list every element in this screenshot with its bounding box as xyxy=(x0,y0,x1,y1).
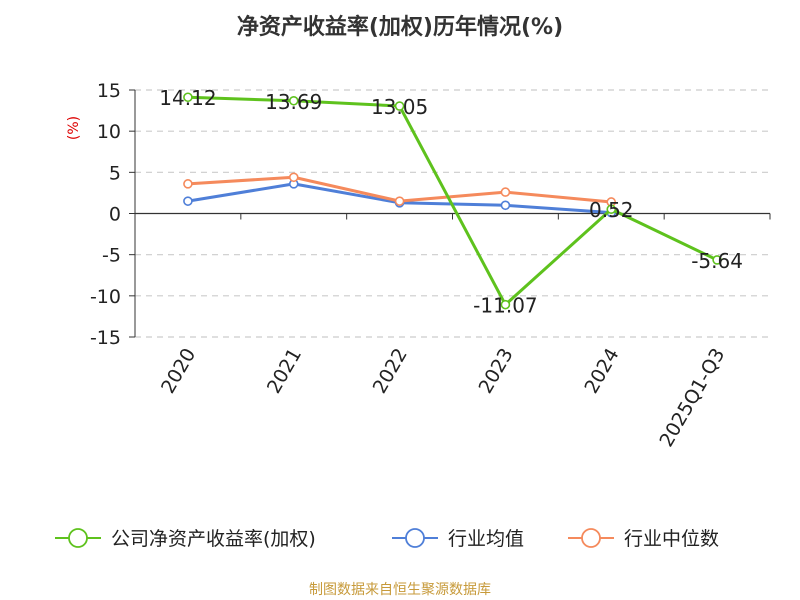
legend: 公司净资产收益率(加权) 行业均值 行业中位数 xyxy=(55,528,719,550)
data-point xyxy=(183,179,193,189)
data-label: 13.69 xyxy=(265,90,322,114)
series-line xyxy=(187,95,718,307)
y-tick-label: -5 xyxy=(102,245,121,267)
source-note: 制图数据来自恒生聚源数据库 xyxy=(309,582,491,598)
legend-label: 行业均值 xyxy=(448,528,524,550)
x-tick-label: 2024 xyxy=(580,345,623,398)
x-tick-label: 2023 xyxy=(475,345,518,398)
y-tick-label: -10 xyxy=(90,286,121,308)
data-point xyxy=(606,204,617,215)
y-tick-label: 10 xyxy=(97,121,121,143)
x-tick-label: 2021 xyxy=(263,345,306,398)
series-group xyxy=(183,92,722,310)
y-tick-label: -15 xyxy=(90,327,121,349)
grid-lines xyxy=(135,89,770,338)
data-point xyxy=(288,172,299,183)
data-label: 14.12 xyxy=(159,86,216,110)
data-point xyxy=(500,200,511,211)
y-axis-label: (%) xyxy=(66,116,82,140)
data-point xyxy=(500,187,511,197)
y-tick-label: 0 xyxy=(109,204,121,226)
data-label: -5.64 xyxy=(691,249,743,273)
data-point xyxy=(712,255,722,265)
legend-label: 行业中位数 xyxy=(624,528,719,550)
data-point xyxy=(500,299,511,310)
legend-label: 公司净资产收益率(加权) xyxy=(111,528,316,550)
data-labels: 14.12 13.69 13.05 -11.07 0.52 -5.64 xyxy=(159,86,743,317)
x-tick-labels: 2020 2021 2022 2023 2024 2025Q1-Q3 xyxy=(157,345,729,451)
y-tick-label: 15 xyxy=(97,80,121,102)
y-tick-labels: 15 10 5 0 -5 -10 -15 xyxy=(90,80,121,349)
legend-marker xyxy=(405,528,425,548)
x-tick-label: 2022 xyxy=(369,345,412,398)
x-tick-label: 2025Q1-Q3 xyxy=(655,345,729,451)
data-label: 0.52 xyxy=(589,198,634,222)
y-tick-label: 5 xyxy=(109,162,121,184)
data-point xyxy=(394,196,405,206)
axes xyxy=(129,89,771,338)
data-label: -11.07 xyxy=(473,294,537,318)
data-point xyxy=(183,196,193,206)
data-point xyxy=(394,101,405,111)
data-point xyxy=(183,92,193,103)
legend-marker xyxy=(581,528,601,548)
data-point xyxy=(288,95,299,106)
data-label: 13.05 xyxy=(371,95,428,119)
x-tick-label: 2020 xyxy=(157,345,200,398)
chart-title: 净资产收益率(加权)历年情况(%) xyxy=(237,14,563,40)
legend-marker xyxy=(68,528,88,548)
